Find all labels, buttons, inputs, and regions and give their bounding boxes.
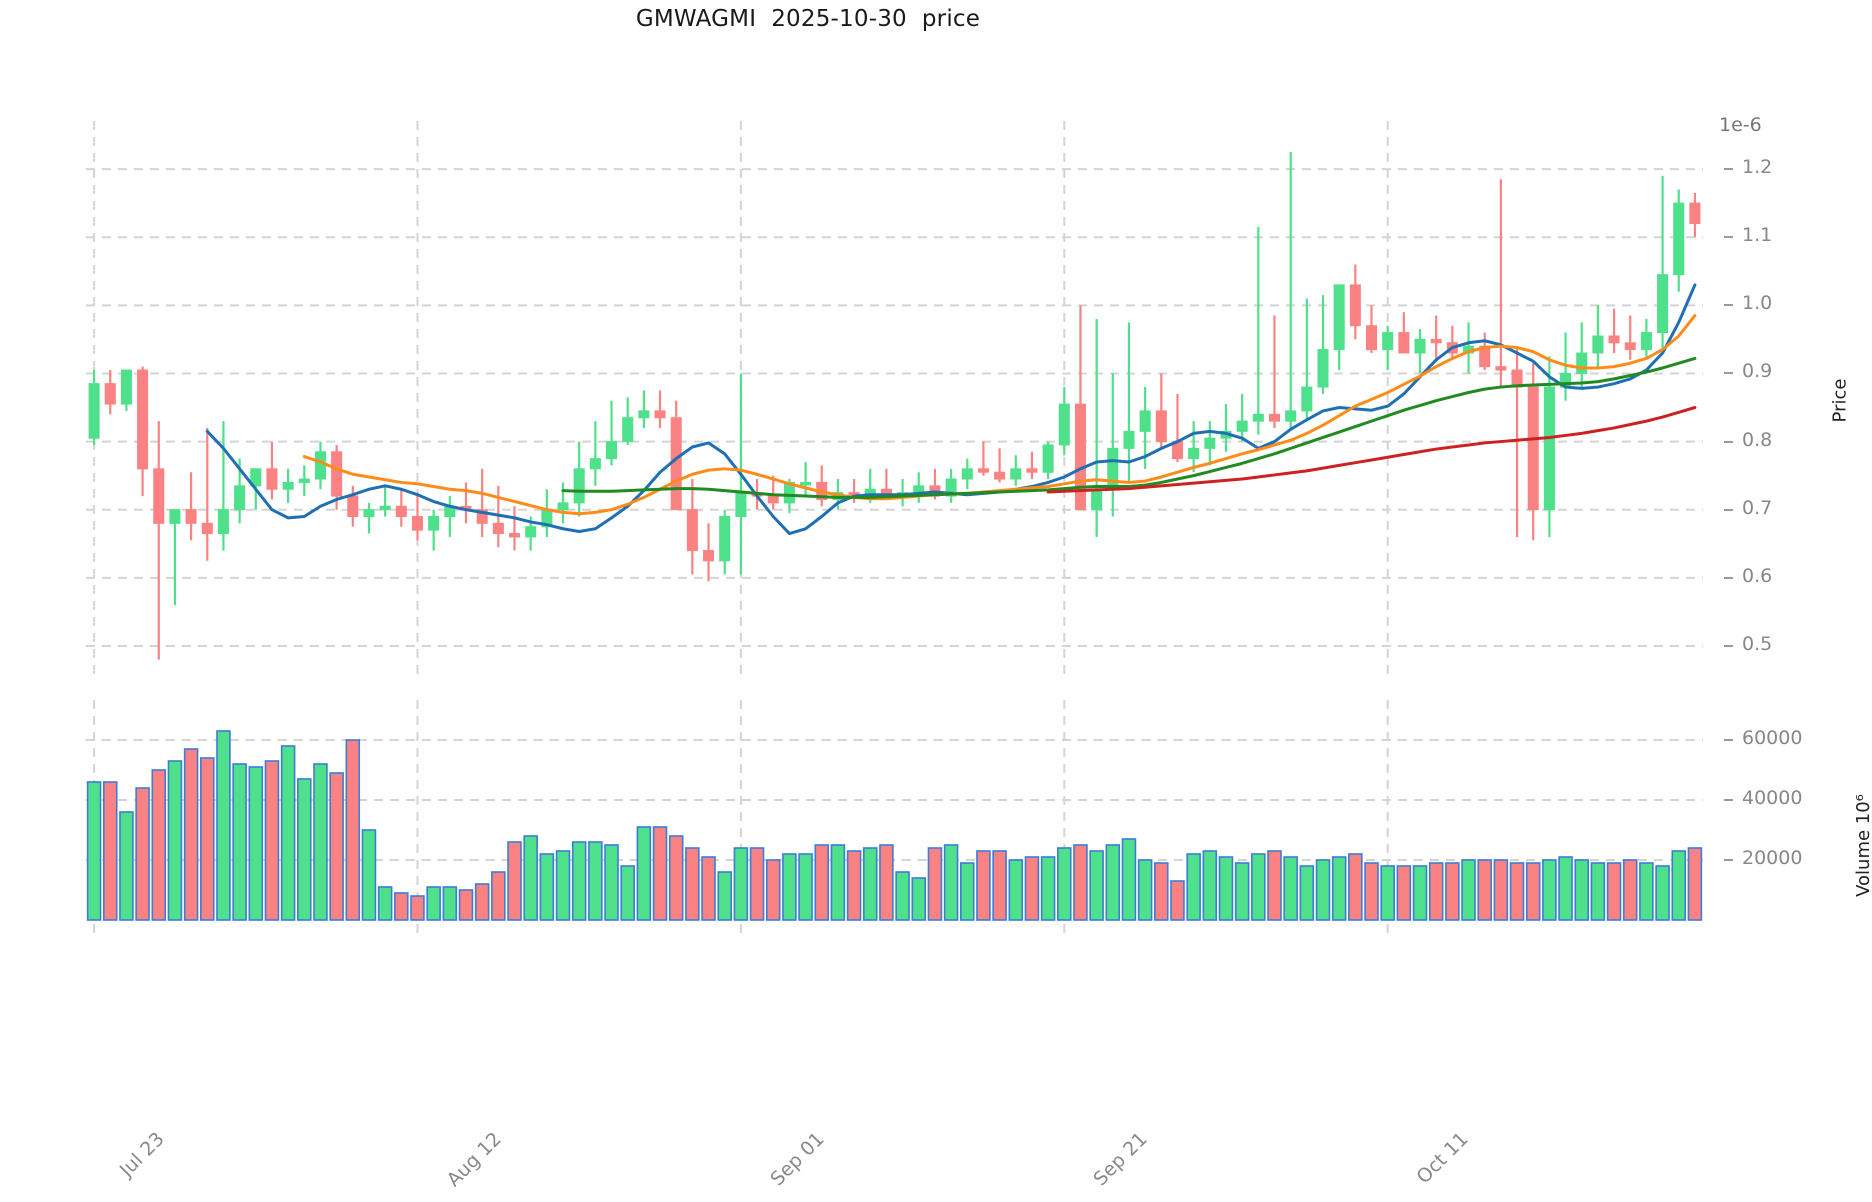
- volume-axis-label: Volume 10⁶: [1852, 794, 1872, 897]
- candlestick-series: [88, 152, 1701, 660]
- price-tick-label: 0.9: [1742, 360, 1773, 383]
- x-tick-label: Sep 21: [1089, 1128, 1152, 1191]
- x-tick-label: Jul 23: [115, 1128, 169, 1182]
- volume-bar-series: [86, 730, 1703, 921]
- price-tick-mark: [1724, 440, 1733, 443]
- price-tick-label: 1.1: [1742, 224, 1773, 247]
- price-tick-label: 0.7: [1742, 496, 1773, 519]
- price-tick-mark: [1724, 304, 1733, 307]
- x-tick-label: Sep 01: [766, 1128, 829, 1191]
- volume-tick-mark: [1724, 799, 1733, 801]
- price-gridlines: [86, 121, 1703, 680]
- volume-tick-label: 20000: [1742, 847, 1803, 869]
- volume-plot-area: [86, 700, 1703, 934]
- price-axis-offset-text: 1e-6: [1719, 114, 1762, 136]
- price-tick-mark: [1724, 508, 1733, 511]
- volume-chart-panel: [86, 700, 1703, 934]
- x-tick-label: Oct 11: [1412, 1128, 1473, 1189]
- price-plot-area: [86, 121, 1703, 680]
- chart-title: GMWAGMI 2025-10-30 price: [635, 6, 981, 32]
- volume-gridlines: [86, 700, 1703, 934]
- price-tick-label: 0.8: [1742, 428, 1773, 451]
- moving-average-lines: [205, 283, 1697, 536]
- volume-tick-mark: [1724, 859, 1733, 861]
- price-tick-mark: [1724, 644, 1733, 647]
- price-chart-panel: [86, 121, 1703, 680]
- price-tick-mark: [1724, 372, 1733, 375]
- price-tick-mark: [1724, 576, 1733, 579]
- price-tick-mark: [1724, 236, 1733, 239]
- price-tick-label: 1.0: [1742, 292, 1773, 315]
- price-axis-label: Price: [1829, 378, 1851, 423]
- x-tick-label: Aug 12: [443, 1128, 507, 1192]
- volume-tick-mark: [1724, 739, 1733, 741]
- price-tick-label: 0.6: [1742, 564, 1773, 587]
- price-tick-label: 1.2: [1742, 156, 1773, 179]
- volume-tick-label: 60000: [1742, 727, 1803, 749]
- volume-tick-label: 40000: [1742, 787, 1803, 809]
- price-tick-mark: [1724, 168, 1733, 171]
- price-tick-label: 0.5: [1742, 632, 1773, 655]
